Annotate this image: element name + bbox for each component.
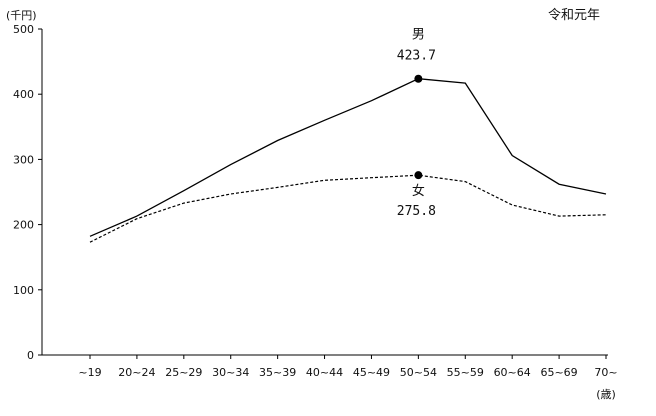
y-tick-label: 400 xyxy=(13,88,34,101)
x-tick-label: 40~44 xyxy=(306,366,343,379)
series-line-male xyxy=(89,78,607,237)
y-tick-label: 100 xyxy=(13,284,34,297)
y-tick-label: 200 xyxy=(13,219,34,232)
series-label-female: 女 xyxy=(412,183,425,199)
y-unit-label: (千円) xyxy=(6,9,37,22)
x-tick-label: 50~54 xyxy=(400,366,437,379)
x-tick-label: 30~34 xyxy=(212,366,249,379)
y-tick-label: 300 xyxy=(13,153,34,166)
peak-marker-male xyxy=(414,74,423,83)
annotation-layer: 男 423.7 女 275.8 xyxy=(397,28,436,219)
axes: 0 100 200 300 400 500 ~19 20~24 25~29 30~34 35~39 4… xyxy=(13,23,618,379)
series-line-female xyxy=(89,174,607,243)
x-unit-label: (歳) xyxy=(596,388,616,401)
x-tick-label: 45~49 xyxy=(353,366,390,379)
x-tick-label: 60~64 xyxy=(494,366,531,379)
x-tick-label: 25~29 xyxy=(165,366,202,379)
peak-marker-female xyxy=(414,171,423,180)
x-tick-label: 55~59 xyxy=(447,366,484,379)
x-tick-label: ~19 xyxy=(78,366,101,379)
chart-title: 令和元年 xyxy=(548,8,600,23)
x-tick-label: 20~24 xyxy=(118,366,155,379)
x-tick-label: 35~39 xyxy=(259,366,296,379)
series-layer xyxy=(89,78,607,243)
x-tick-label: 70~ xyxy=(594,366,617,379)
peak-value-label-male: 423.7 xyxy=(397,49,436,64)
series-label-male: 男 xyxy=(412,28,425,43)
x-tick-label: 65~69 xyxy=(540,366,577,379)
y-tick-label: 500 xyxy=(13,23,34,36)
peak-value-label-female: 275.8 xyxy=(397,204,436,219)
y-tick-label: 0 xyxy=(27,349,34,362)
